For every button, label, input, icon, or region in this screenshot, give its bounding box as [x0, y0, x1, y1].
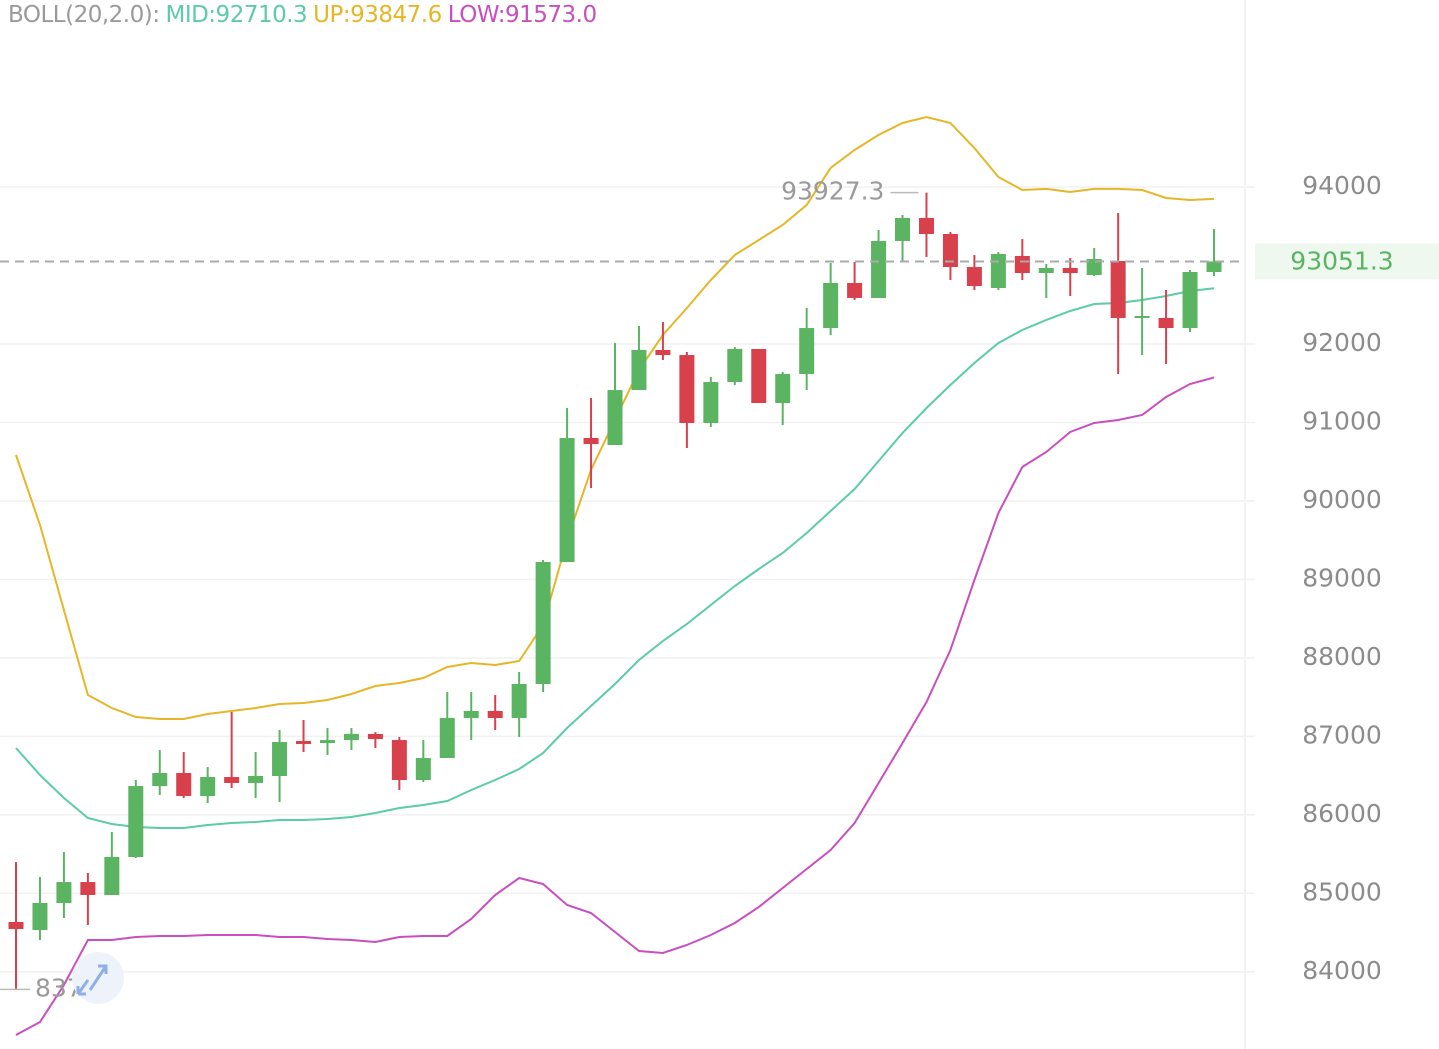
candle-body	[751, 348, 767, 403]
candle-body	[942, 233, 958, 268]
candle-body	[1014, 255, 1030, 274]
candle-body	[1134, 316, 1150, 319]
candle-body	[535, 562, 551, 685]
candle-body	[56, 882, 72, 904]
candle-body	[367, 734, 383, 740]
candle-body	[990, 254, 1006, 288]
candle-body	[775, 374, 791, 403]
candle-body	[847, 282, 863, 298]
y-tick-label: 84000	[1302, 956, 1382, 985]
candle-body	[343, 734, 359, 741]
bands	[15, 115, 1215, 1036]
y-tick-label: 91000	[1302, 406, 1382, 435]
candle-body	[248, 775, 264, 783]
legend-entry: UP:93847.6	[313, 2, 442, 28]
candle-body	[463, 711, 479, 718]
candle-body	[1038, 267, 1054, 274]
candle-body	[224, 777, 240, 783]
y-tick-label: 88000	[1302, 642, 1382, 671]
legend-entry: LOW:91573.0	[447, 2, 597, 28]
candle-body	[391, 740, 407, 780]
icon-arrows[interactable]	[76, 964, 108, 996]
candle-body	[1206, 261, 1222, 272]
y-tick-label: 92000	[1302, 328, 1382, 357]
candle-body	[1062, 267, 1078, 274]
candle-body	[895, 217, 911, 241]
candle-body	[703, 382, 719, 424]
candle-body	[918, 217, 934, 234]
candle-body	[727, 348, 743, 383]
candle-body	[176, 773, 192, 797]
y-tick-label: 89000	[1302, 563, 1382, 592]
y-tick-label: 94000	[1302, 171, 1382, 200]
candle-body	[1158, 317, 1174, 329]
candle-body	[871, 240, 887, 298]
last-price-label: 93051.3	[1290, 246, 1393, 275]
candle-body	[296, 740, 312, 745]
candle-body	[511, 684, 527, 718]
legend: BOLL(20,2.0): MID:92710.3 UP:93847.6 LOW:91…	[8, 0, 603, 30]
candle-body	[152, 773, 168, 787]
candle-body	[415, 758, 431, 780]
candle-body	[80, 882, 96, 895]
y-tick-label: 86000	[1302, 799, 1382, 828]
last-price-box	[1255, 243, 1439, 280]
candle-body	[1086, 259, 1102, 276]
candle-body	[966, 267, 982, 287]
band-line	[15, 376, 1215, 1036]
candle-body	[799, 328, 815, 375]
y-tick-label: 90000	[1302, 485, 1382, 514]
candle-body	[439, 717, 455, 759]
candles	[8, 192, 1222, 990]
candle-body	[272, 742, 288, 776]
candle-body	[32, 903, 48, 931]
y-tick-label: 87000	[1302, 720, 1382, 749]
candle-body	[8, 921, 24, 929]
candle-body	[104, 857, 120, 895]
candle-body	[679, 355, 695, 424]
candle-body	[655, 350, 671, 356]
candle-body	[319, 740, 335, 744]
y-tick-label: 85000	[1302, 877, 1382, 906]
candle-body	[1182, 271, 1198, 329]
candle-body	[487, 711, 503, 718]
indicator-label: BOLL(20,2.0):	[8, 2, 160, 28]
navigate-icon[interactable]	[72, 952, 124, 1004]
candle-body	[823, 282, 839, 329]
band-line	[15, 287, 1215, 829]
candle-body	[128, 786, 144, 858]
candle-body	[1110, 260, 1126, 318]
candle-body	[607, 390, 623, 445]
legend-entry: MID:92710.3	[165, 2, 308, 28]
candle-body	[631, 350, 647, 391]
candle-body	[559, 437, 575, 563]
max-marker-label: 93927.3	[781, 177, 884, 206]
candle-body	[583, 437, 599, 445]
candle-body	[200, 777, 216, 797]
grid: 84000 85000 86000 87000 88000 89000 90000 91000…	[0, 171, 1382, 985]
